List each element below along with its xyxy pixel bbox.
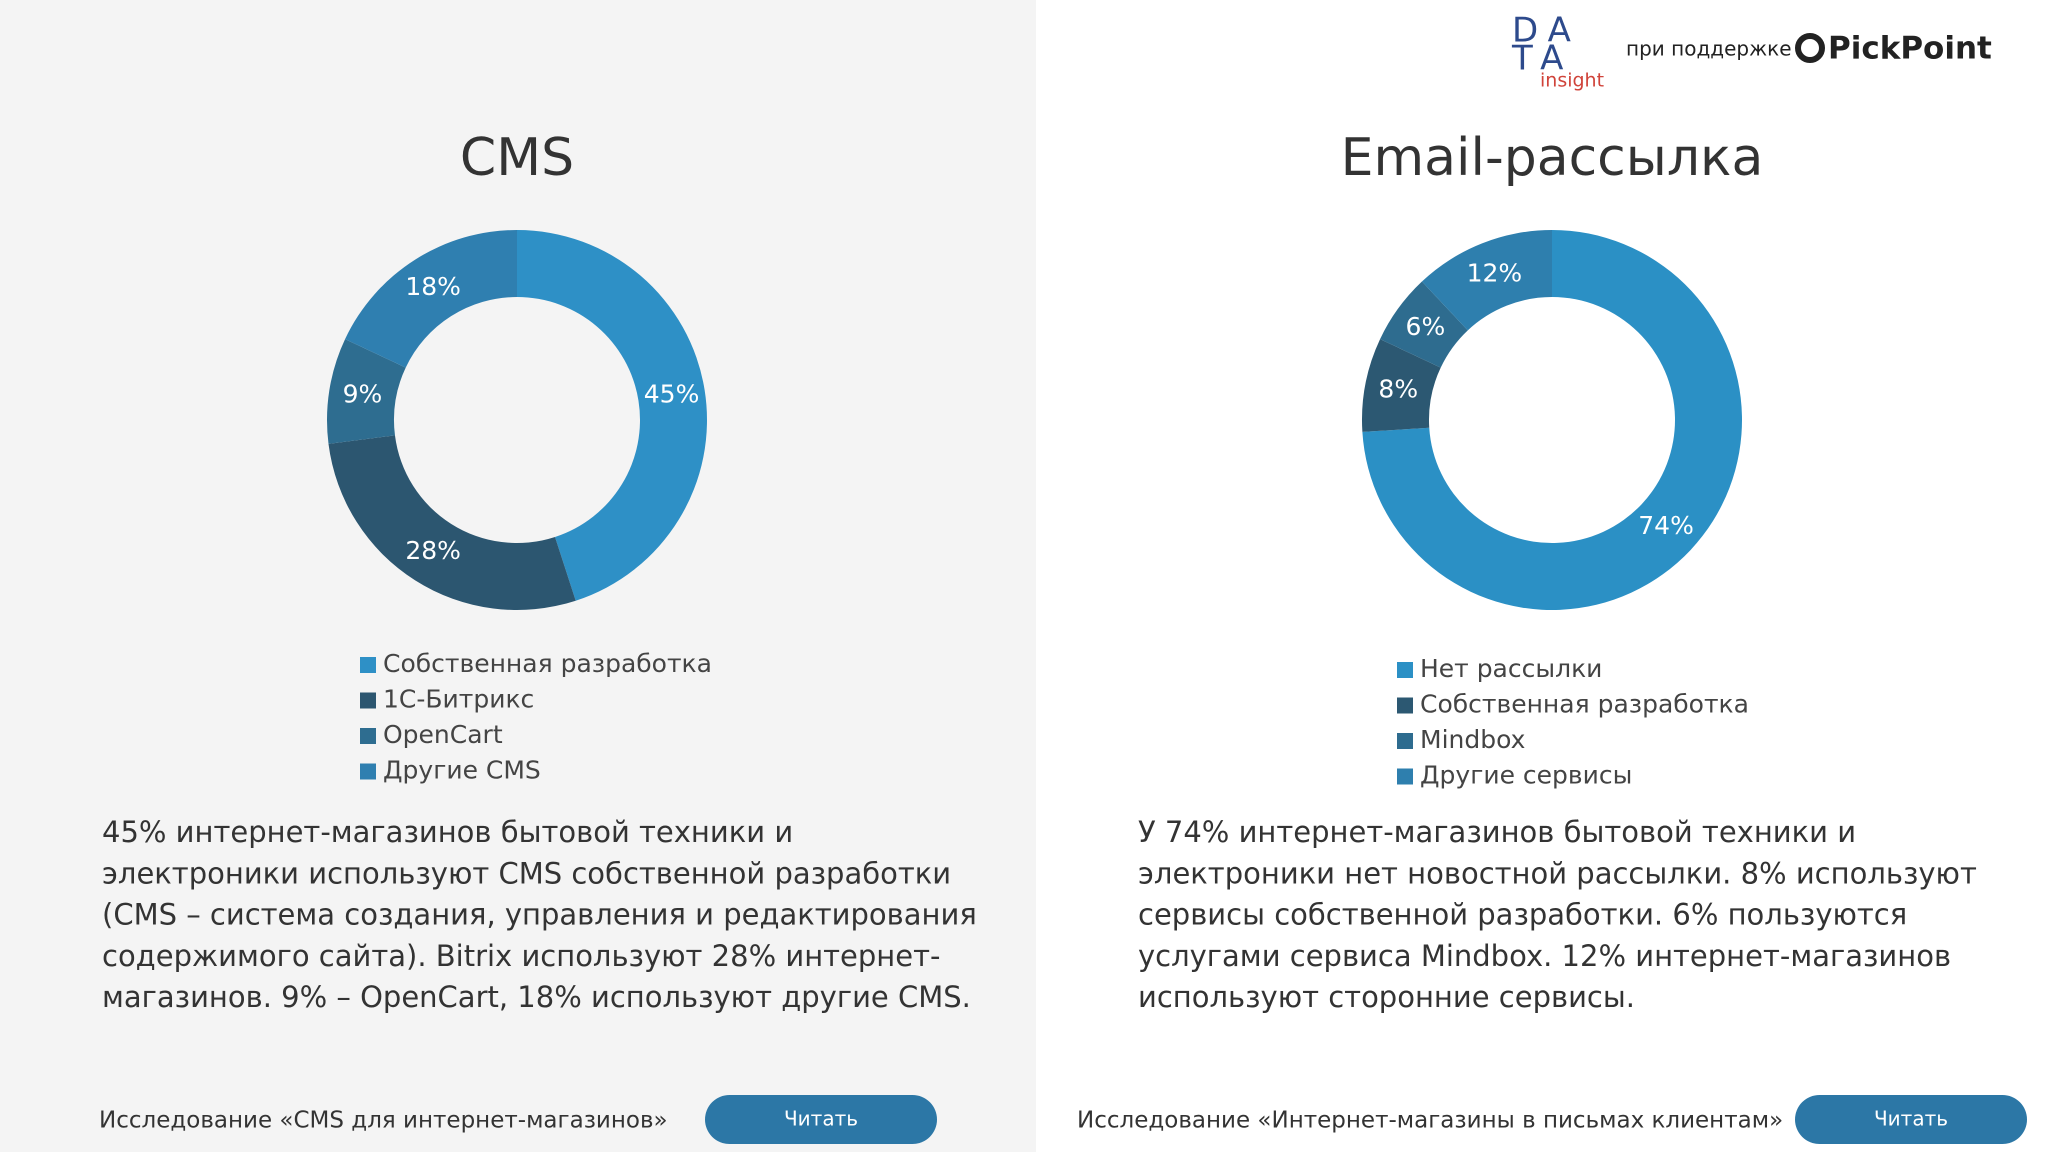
chart-title: CMS (460, 128, 574, 188)
data-label: 74% (1638, 511, 1694, 540)
partner-icon (1795, 33, 1825, 63)
legend-swatch (360, 728, 376, 744)
data-label: 9% (343, 380, 383, 409)
data-label: 18% (405, 272, 461, 301)
legend-label: Другие CMS (383, 756, 541, 785)
data-label: 6% (1406, 312, 1446, 341)
legend-label: Собственная разработка (1420, 690, 1749, 719)
description-line: услугами сервиса Mindbox. 12% интернет-м… (1138, 939, 1951, 973)
study-title: Исследование «CMS для интернет-магазинов… (99, 1108, 668, 1134)
donut-segment (1380, 281, 1468, 368)
legend-label: 1С-Битрикс (383, 685, 534, 714)
donut-segment (1421, 230, 1552, 331)
read-button[interactable] (1795, 1095, 2027, 1144)
data-label: 28% (405, 536, 461, 565)
donut-segment (328, 435, 576, 611)
legend-label: OpenCart (383, 720, 503, 749)
data-label: 12% (1467, 258, 1523, 287)
donut-segment (326, 339, 406, 444)
chart-title: Email-рассылка (1341, 128, 1764, 188)
read-button[interactable] (705, 1095, 937, 1144)
legend-swatch (1397, 768, 1413, 785)
legend-label: Mindbox (1420, 725, 1525, 754)
description-line: 45% интернет-магазинов бытовой техники и (102, 815, 793, 849)
description-line: магазинов. 9% – OpenCart, 18% используют… (102, 980, 971, 1014)
legend-swatch (360, 763, 376, 780)
read-button-label[interactable]: Читать (1874, 1107, 1948, 1131)
logo-line1: DA (1512, 11, 1581, 51)
partner-logo: PickPoint (1828, 31, 1992, 67)
description-line: содержимого сайта). Bitrix используют 28… (102, 939, 940, 973)
description-line: У 74% интернет-магазинов бытовой техники… (1138, 815, 1856, 849)
donut-segment (1362, 230, 1742, 611)
legend-swatch (360, 692, 376, 709)
legend-swatch (360, 657, 376, 673)
donut-segment (345, 230, 517, 368)
legend-label: Собственная разработка (383, 649, 712, 678)
description-line: электроники нет новостной рассылки. 8% и… (1138, 856, 1977, 890)
description-line: (CMS – система создания, управления и ре… (102, 898, 977, 932)
read-button-label[interactable]: Читать (784, 1107, 858, 1131)
support-text: при поддержке (1626, 37, 1792, 61)
legend-label: Другие сервисы (1420, 761, 1632, 790)
legend-swatch (1397, 662, 1413, 678)
data-label: 8% (1378, 375, 1418, 404)
study-title: Исследование «Интернет-магазины в письма… (1077, 1108, 1783, 1134)
legend-swatch (1397, 733, 1413, 749)
donut-segment (1361, 339, 1441, 432)
description-line: электроники используют CMS собственной р… (102, 856, 951, 890)
logo-line2: TA (1511, 39, 1573, 79)
donut-segment (517, 230, 708, 601)
data-label: 45% (644, 380, 700, 409)
description-line: используют сторонние сервисы. (1138, 980, 1635, 1014)
legend-swatch (1397, 697, 1413, 714)
logo-sub: insight (1540, 70, 1604, 92)
legend-label: Нет рассылки (1420, 654, 1602, 683)
description-line: сервисы собственной разработки. 6% польз… (1138, 898, 1907, 932)
